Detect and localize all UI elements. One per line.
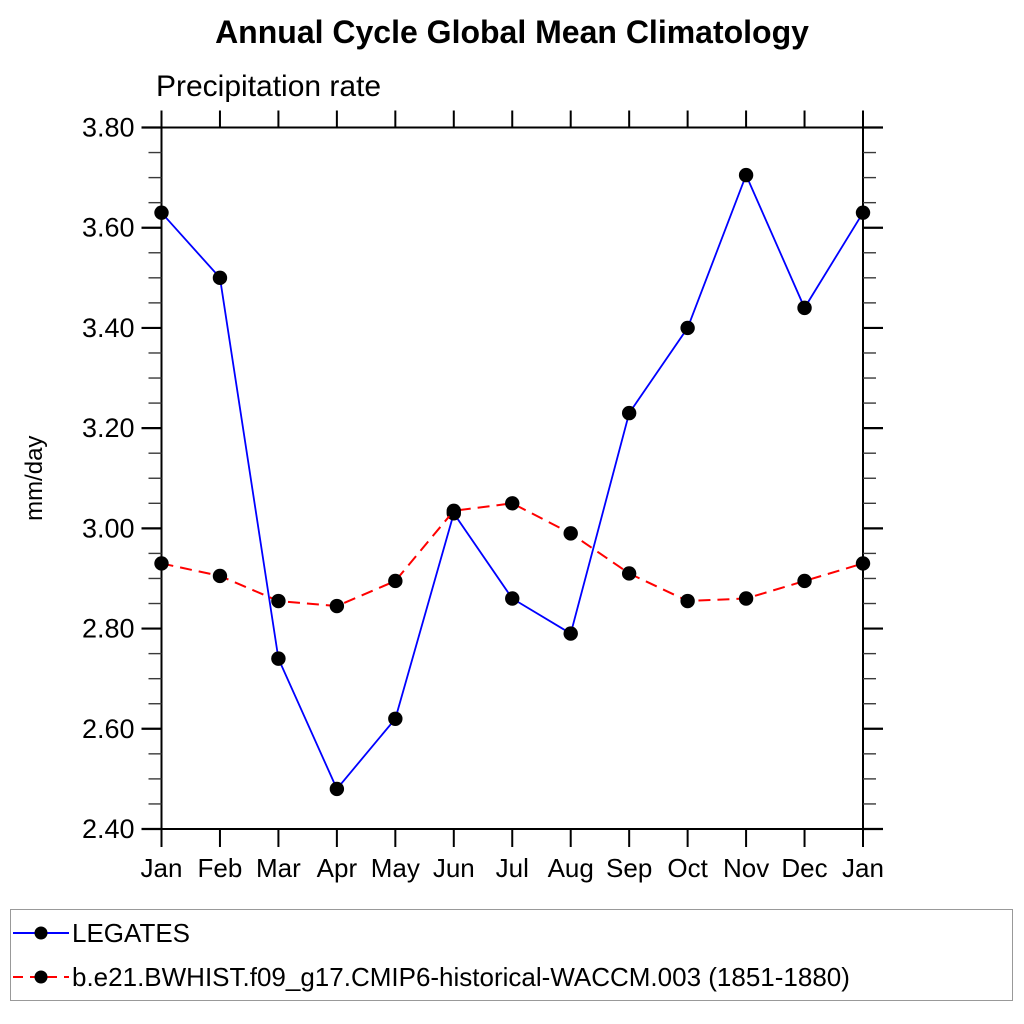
- data-point-marker: [797, 573, 812, 589]
- x-tick-label: Aug: [548, 853, 594, 883]
- data-point-marker: [563, 526, 578, 541]
- legend: LEGATES b.e21.BWHIST.f09_g17.CMIP6-histo…: [10, 909, 1013, 1001]
- y-tick-label: 3.80: [82, 113, 135, 143]
- data-point-marker: [388, 573, 403, 589]
- data-point-marker: [621, 566, 637, 581]
- x-tick-label: Jan: [141, 853, 183, 883]
- x-tick-label: Oct: [667, 853, 708, 883]
- data-point-marker: [680, 320, 695, 336]
- model-series: [154, 496, 871, 614]
- y-tick-labels: 2.40 2.60 2.80 3.00 3.20 3.40 3.60 3.80: [82, 113, 135, 845]
- data-point-marker: [388, 711, 403, 726]
- legend-item-legates: LEGATES: [11, 911, 1012, 955]
- legend-label: b.e21.BWHIST.f09_g17.CMIP6-historical-WA…: [72, 961, 850, 992]
- data-point-marker: [154, 556, 169, 571]
- y-tick-label: 2.40: [82, 814, 135, 844]
- x-tick-label: May: [371, 853, 420, 883]
- data-point-marker: [855, 556, 871, 571]
- data-point-marker: [212, 568, 228, 584]
- data-point-marker: [680, 593, 695, 609]
- data-point-marker: [329, 598, 345, 614]
- axes: [160, 126, 864, 830]
- legates-series: [154, 167, 871, 797]
- data-point-marker: [329, 781, 345, 797]
- y-tick-label: 2.60: [82, 714, 135, 744]
- y-tick-label: 3.00: [82, 513, 135, 543]
- x-tick-label: Sep: [606, 853, 652, 883]
- x-tick-label: Mar: [256, 853, 301, 883]
- data-point-marker: [505, 496, 520, 511]
- data-point-marker: [563, 626, 578, 641]
- data-point-marker: [621, 405, 637, 421]
- x-tick-label: Nov: [723, 853, 769, 883]
- y-tick-label: 3.60: [82, 213, 135, 243]
- y-tick-label: 3.40: [82, 313, 135, 343]
- model-line-sample-icon: [13, 970, 69, 984]
- x-tick-label: Jul: [496, 853, 529, 883]
- y-tick-label: 3.20: [82, 413, 135, 443]
- y-axis-label: mm/day: [21, 436, 48, 521]
- data-point-marker: [271, 593, 286, 609]
- data-point-marker: [212, 270, 228, 286]
- x-ticks: [160, 110, 864, 847]
- data-point-marker: [855, 205, 871, 220]
- data-point-marker: [738, 591, 754, 606]
- legend-label: LEGATES: [72, 917, 191, 948]
- data-point-marker: [797, 300, 812, 316]
- data-point-marker: [505, 591, 520, 606]
- chart-title: Annual Cycle Global Mean Climatology: [215, 14, 809, 50]
- x-tick-label: Jan: [842, 853, 884, 883]
- legend-item-model: b.e21.BWHIST.f09_g17.CMIP6-historical-WA…: [11, 955, 1012, 999]
- y-tick-label: 2.80: [82, 614, 135, 644]
- x-tick-label: Feb: [198, 853, 243, 883]
- x-tick-label: Apr: [317, 853, 358, 883]
- data-point-marker: [271, 651, 286, 666]
- data-point-marker: [446, 503, 461, 519]
- x-tick-labels: Jan Feb Mar Apr May Jun Jul Aug Sep Oct Nov Dec Jan: [141, 853, 884, 883]
- data-point-marker: [154, 205, 169, 220]
- x-tick-label: Dec: [781, 853, 827, 883]
- data-point-marker: [738, 167, 754, 183]
- x-tick-label: Jun: [433, 853, 475, 883]
- chart-subtitle: Precipitation rate: [156, 70, 382, 103]
- legates-line-sample-icon: [13, 926, 69, 940]
- y-ticks: [141, 126, 883, 831]
